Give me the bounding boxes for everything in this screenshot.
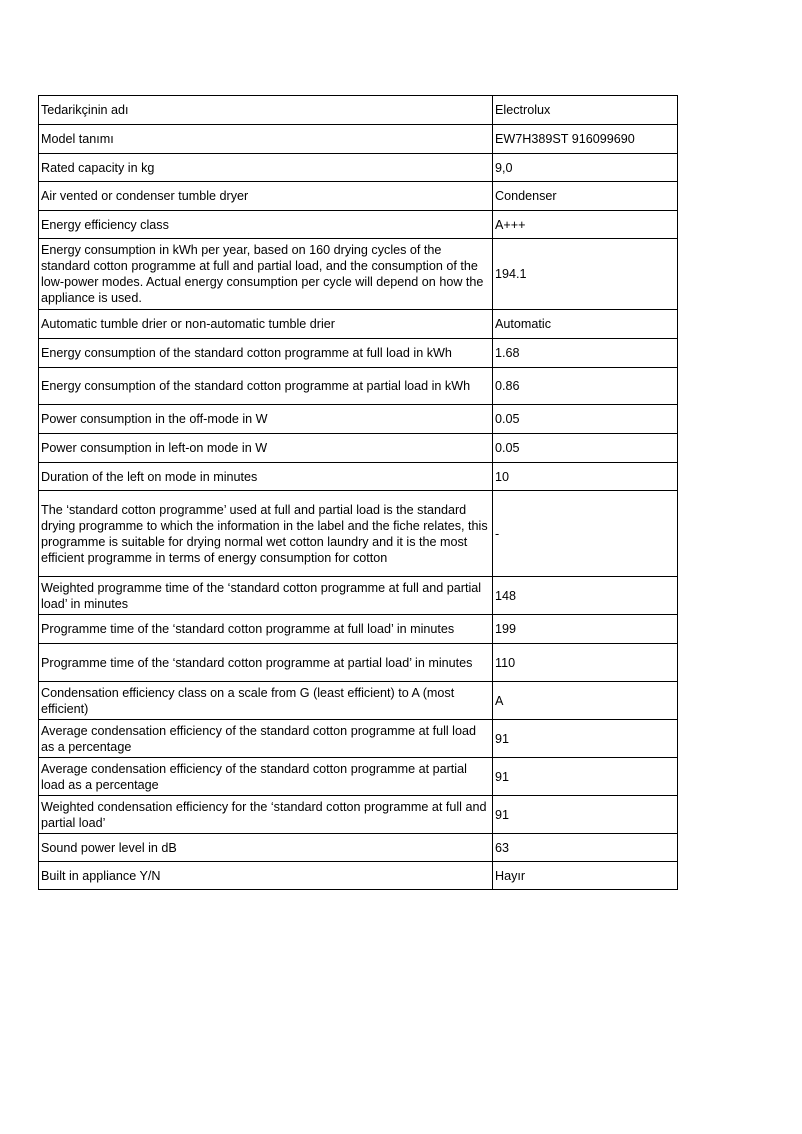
row-label: Weighted programme time of the ‘standard…: [38, 576, 493, 615]
table-row: Weighted condensation efficiency for the…: [38, 795, 678, 834]
row-label: Air vented or condenser tumble dryer: [38, 181, 493, 211]
row-label: Average condensation efficiency of the s…: [38, 757, 493, 796]
row-value: Automatic: [492, 309, 678, 339]
table-row: Energy consumption of the standard cotto…: [38, 338, 678, 368]
row-label: Programme time of the ‘standard cotton p…: [38, 643, 493, 682]
row-value: A: [492, 681, 678, 720]
table-row: Average condensation efficiency of the s…: [38, 757, 678, 796]
table-row: Duration of the left on mode in minutes 1…: [38, 462, 678, 491]
row-value: 91: [492, 757, 678, 796]
row-label: Weighted condensation efficiency for the…: [38, 795, 493, 834]
row-value: 9,0: [492, 153, 678, 182]
table-row: Energy efficiency class A+++: [38, 210, 678, 239]
row-label: Sound power level in dB: [38, 833, 493, 862]
row-value: A+++: [492, 210, 678, 239]
table-row: Programme time of the ‘standard cotton p…: [38, 643, 678, 682]
row-value: 63: [492, 833, 678, 862]
table-row: Tedarikçinin adı Electrolux: [38, 95, 678, 125]
row-value: 148: [492, 576, 678, 615]
table-row: The ‘standard cotton programme’ used at …: [38, 490, 678, 577]
row-value: EW7H389ST 916099690: [492, 124, 678, 154]
row-label: Built in appliance Y/N: [38, 861, 493, 890]
row-value: 1.68: [492, 338, 678, 368]
table-row: Condensation efficiency class on a scale…: [38, 681, 678, 720]
row-label: Programme time of the ‘standard cotton p…: [38, 614, 493, 644]
row-label: Rated capacity in kg: [38, 153, 493, 182]
row-value: 199: [492, 614, 678, 644]
row-value: -: [492, 490, 678, 577]
table-row: Automatic tumble drier or non-automatic …: [38, 309, 678, 339]
table-row: Energy consumption of the standard cotto…: [38, 367, 678, 405]
table-row: Sound power level in dB 63: [38, 833, 678, 862]
row-label: Automatic tumble drier or non-automatic …: [38, 309, 493, 339]
table-row: Rated capacity in kg 9,0: [38, 153, 678, 182]
table-row: Weighted programme time of the ‘standard…: [38, 576, 678, 615]
row-value: 10: [492, 462, 678, 491]
row-value: Hayır: [492, 861, 678, 890]
row-label: Energy consumption of the standard cotto…: [38, 338, 493, 368]
row-label: Model tanımı: [38, 124, 493, 154]
row-value: 91: [492, 719, 678, 758]
row-label: Duration of the left on mode in minutes: [38, 462, 493, 491]
row-value: Electrolux: [492, 95, 678, 125]
table-row: Programme time of the ‘standard cotton p…: [38, 614, 678, 644]
row-label: Condensation efficiency class on a scale…: [38, 681, 493, 720]
row-label: Energy efficiency class: [38, 210, 493, 239]
table-row: Power consumption in the off-mode in W 0.…: [38, 404, 678, 434]
table-row: Energy consumption in kWh per year, base…: [38, 238, 678, 310]
table-row: Power consumption in left-on mode in W 0.…: [38, 433, 678, 463]
row-label: Energy consumption of the standard cotto…: [38, 367, 493, 405]
row-label: Energy consumption in kWh per year, base…: [38, 238, 493, 310]
row-value: Condenser: [492, 181, 678, 211]
row-value: 91: [492, 795, 678, 834]
row-value: 110: [492, 643, 678, 682]
row-label: Tedarikçinin adı: [38, 95, 493, 125]
table-row: Built in appliance Y/N Hayır: [38, 861, 678, 890]
row-value: 0.05: [492, 433, 678, 463]
row-value: 0.05: [492, 404, 678, 434]
row-value: 0.86: [492, 367, 678, 405]
row-label: Average condensation efficiency of the s…: [38, 719, 493, 758]
table-row: Average condensation efficiency of the s…: [38, 719, 678, 758]
table-row: Model tanımı EW7H389ST 916099690: [38, 124, 678, 154]
table-row: Air vented or condenser tumble dryer Cond…: [38, 181, 678, 211]
row-value: 194.1: [492, 238, 678, 310]
row-label: Power consumption in the off-mode in W: [38, 404, 493, 434]
row-label: Power consumption in left-on mode in W: [38, 433, 493, 463]
row-label: The ‘standard cotton programme’ used at …: [38, 490, 493, 577]
product-fiche-table: Tedarikçinin adı Electrolux Model tanımı EW…: [38, 95, 678, 890]
